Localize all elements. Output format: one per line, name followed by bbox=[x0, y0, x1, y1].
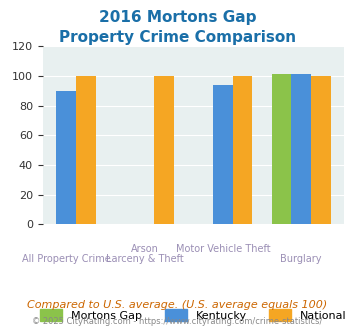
Text: Compared to U.S. average. (U.S. average equals 100): Compared to U.S. average. (U.S. average … bbox=[27, 300, 328, 310]
Bar bbox=[213, 85, 233, 224]
Text: © 2025 CityRating.com - https://www.cityrating.com/crime-statistics/: © 2025 CityRating.com - https://www.city… bbox=[32, 317, 323, 326]
Legend: Mortons Gap, Kentucky, National: Mortons Gap, Kentucky, National bbox=[36, 305, 351, 325]
Text: All Property Crime: All Property Crime bbox=[22, 254, 110, 264]
Text: Burglary: Burglary bbox=[280, 254, 322, 264]
Bar bbox=[291, 74, 311, 224]
Bar bbox=[311, 76, 331, 224]
Bar bbox=[56, 91, 76, 224]
Text: Larceny & Theft: Larceny & Theft bbox=[106, 254, 184, 264]
Bar bbox=[76, 76, 95, 224]
Bar bbox=[272, 74, 291, 224]
Bar bbox=[154, 76, 174, 224]
Text: Arson: Arson bbox=[131, 244, 158, 254]
Bar bbox=[233, 76, 252, 224]
Text: 2016 Mortons Gap: 2016 Mortons Gap bbox=[99, 10, 256, 25]
Text: Motor Vehicle Theft: Motor Vehicle Theft bbox=[176, 244, 270, 254]
Text: Property Crime Comparison: Property Crime Comparison bbox=[59, 30, 296, 45]
